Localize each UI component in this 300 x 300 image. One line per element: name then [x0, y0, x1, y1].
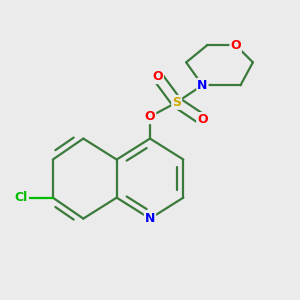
Text: N: N: [197, 79, 208, 92]
Text: O: O: [230, 39, 241, 52]
Text: N: N: [145, 212, 155, 225]
Text: S: S: [172, 96, 181, 109]
Text: O: O: [152, 70, 163, 83]
Text: O: O: [145, 110, 155, 123]
Text: Cl: Cl: [15, 191, 28, 204]
Text: O: O: [197, 113, 208, 126]
